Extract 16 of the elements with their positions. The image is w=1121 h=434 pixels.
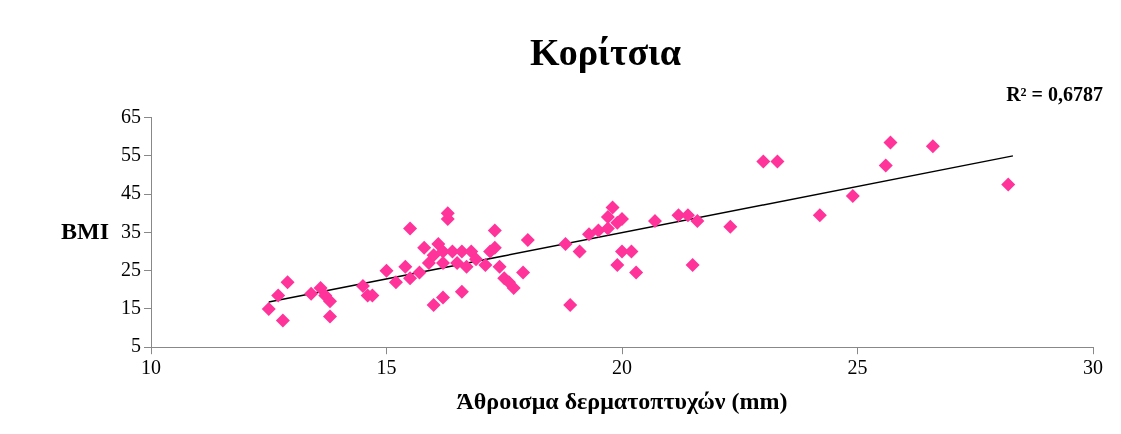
y-tick-label: 5 xyxy=(131,334,141,357)
x-tick-label: 10 xyxy=(141,356,161,379)
x-tick-label: 15 xyxy=(376,356,397,379)
x-tick-label: 25 xyxy=(847,356,868,379)
y-tick-label: 55 xyxy=(121,143,141,166)
x-axis-title: Άθροισμα δερματοπτυχών (mm) xyxy=(456,387,788,414)
y-tick-label: 15 xyxy=(121,296,141,319)
x-tick-label: 30 xyxy=(1083,356,1103,379)
chart-title: Κορίτσια xyxy=(529,30,682,73)
text: R² = 0,6787 xyxy=(1006,82,1103,105)
y-tick-label: 25 xyxy=(121,257,141,280)
y-tick-label: 35 xyxy=(121,219,141,242)
x-tick-label: 20 xyxy=(612,356,632,379)
y-tick-label: 45 xyxy=(121,181,141,204)
y-tick-label: 65 xyxy=(121,104,141,127)
y-axis-title: BMI xyxy=(61,217,109,244)
